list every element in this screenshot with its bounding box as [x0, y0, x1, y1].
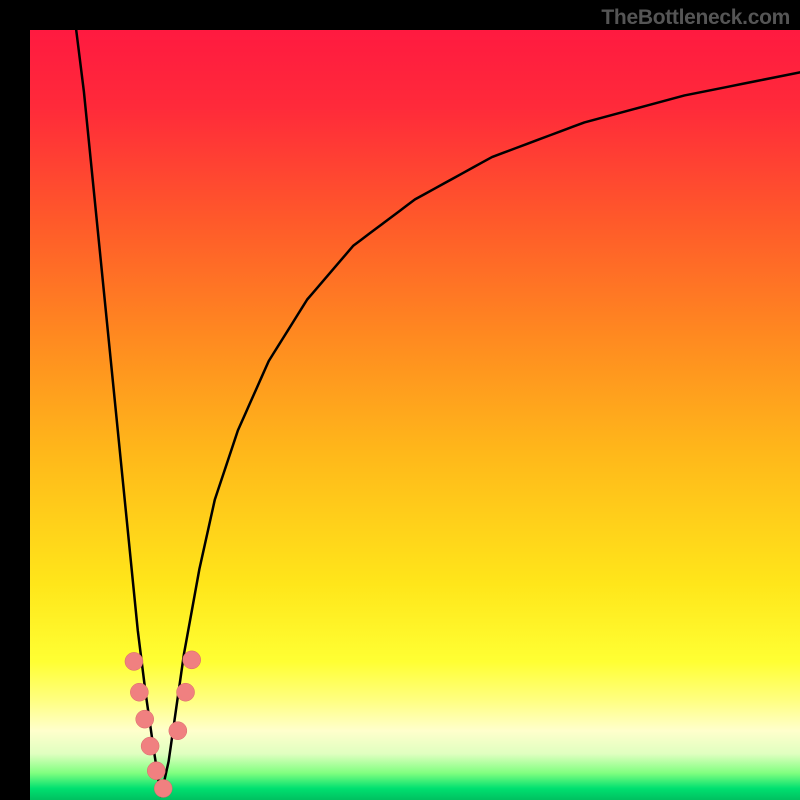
chart-container: TheBottleneck.com — [0, 0, 800, 800]
marker-point — [154, 779, 172, 797]
watermark-text: TheBottleneck.com — [601, 6, 790, 30]
marker-point — [177, 683, 195, 701]
marker-point — [147, 762, 165, 780]
marker-point — [141, 737, 159, 755]
chart-svg — [0, 0, 800, 800]
marker-point — [125, 652, 143, 670]
marker-point — [136, 710, 154, 728]
marker-point — [183, 651, 201, 669]
marker-point — [169, 722, 187, 740]
marker-point — [130, 683, 148, 701]
